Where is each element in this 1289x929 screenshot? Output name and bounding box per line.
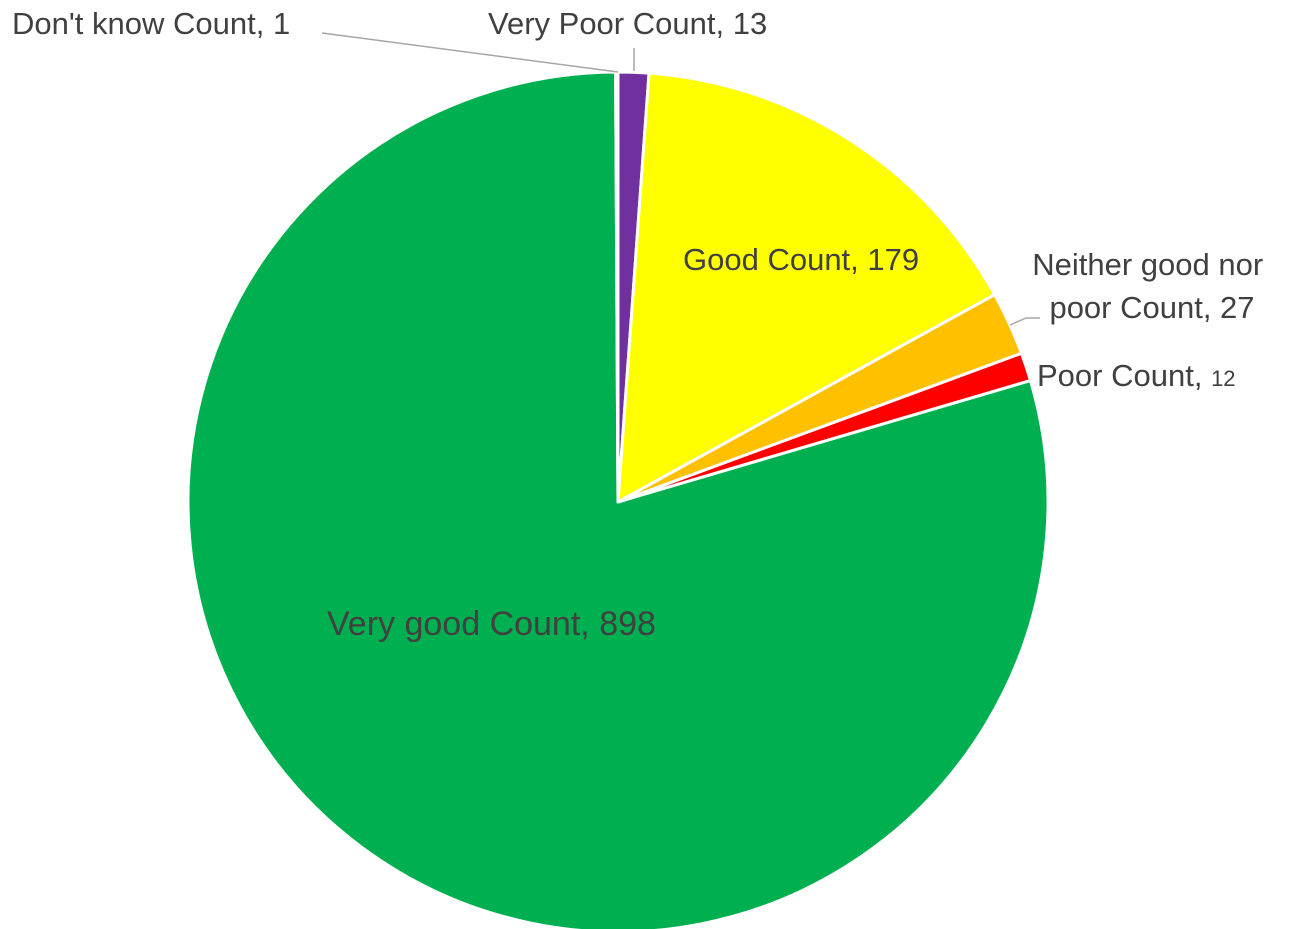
label-neither: Neither good nor poor Count, 27	[1032, 247, 1272, 325]
leader-line-dont-know	[321, 32, 619, 73]
pie-slice-good-count	[616, 71, 997, 504]
leader-line-neither	[1009, 317, 1040, 326]
pie-slice-very-good-count	[186, 70, 1050, 929]
pie-slices	[186, 70, 1050, 929]
label-very-poor: Very Poor Count, 13	[488, 6, 767, 41]
label-dont-know: Don't know Count, 1	[12, 6, 290, 41]
label-good: Good Count, 179	[683, 242, 919, 277]
label-poor: Poor Count, 12	[1037, 358, 1236, 393]
label-very-good: Very good Count, 898	[327, 605, 656, 643]
